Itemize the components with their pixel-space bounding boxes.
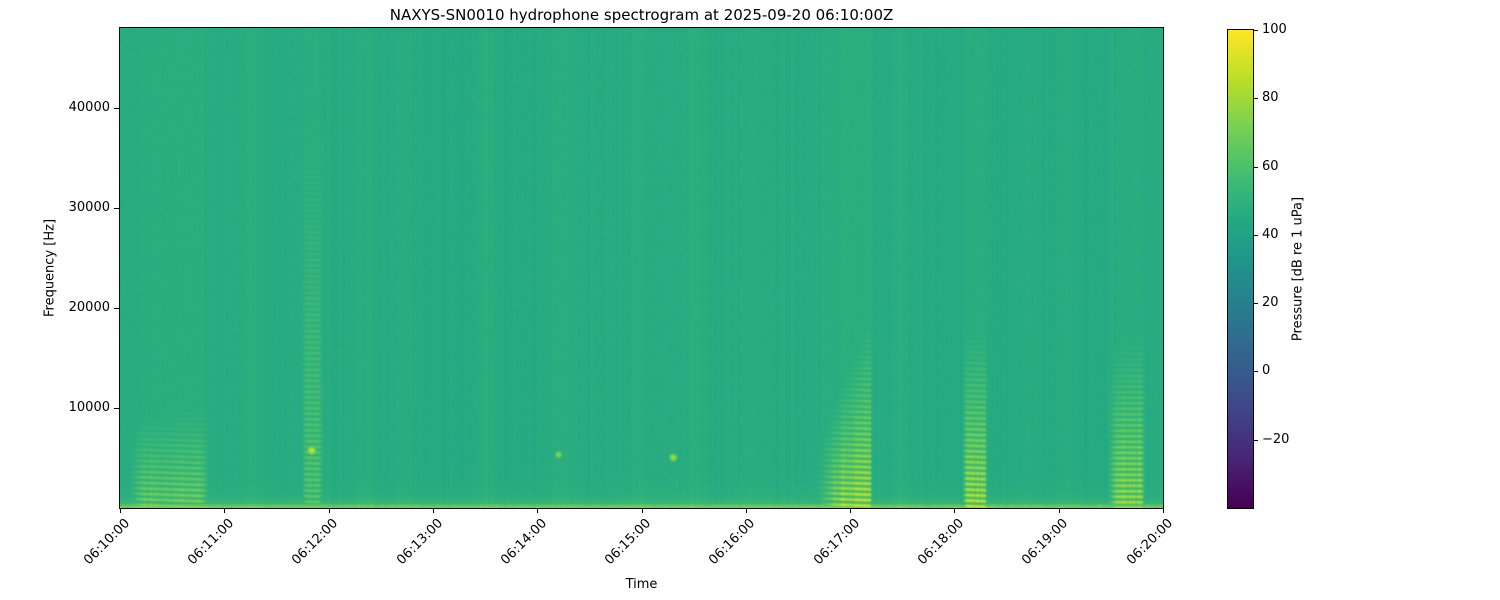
colorbar-tick-mark	[1254, 30, 1258, 31]
colorbar-tick-label: 0	[1262, 363, 1271, 379]
x-tick-label: 06:12:00	[289, 516, 342, 568]
x-tick-mark	[328, 508, 330, 513]
y-tick-label: 10000	[68, 400, 110, 415]
y-tick-mark	[114, 308, 119, 309]
x-tick-mark	[954, 508, 956, 513]
x-tick-mark	[537, 508, 539, 513]
x-tick-label: 06:16:00	[706, 516, 759, 568]
colorbar-tick-mark	[1254, 166, 1258, 168]
colorbar-tick-mark	[1254, 371, 1258, 373]
x-tick-label: 06:14:00	[497, 516, 550, 568]
x-tick-mark	[1163, 508, 1164, 513]
colorbar-tick-label: 40	[1262, 226, 1279, 242]
colorbar-tick-mark	[1254, 303, 1258, 305]
y-tick-mark	[114, 208, 119, 209]
x-tick-mark	[1058, 508, 1060, 513]
x-tick-label: 06:19:00	[1019, 516, 1072, 568]
chart-title: NAXYS-SN0010 hydrophone spectrogram at 2…	[389, 6, 894, 24]
colorbar-canvas	[1228, 30, 1253, 508]
colorbar-tick-label: 60	[1262, 158, 1279, 174]
x-tick-mark	[641, 508, 643, 513]
colorbar-tick-mark	[1254, 439, 1258, 441]
x-tick-label: 06:15:00	[602, 516, 655, 568]
x-axis-label: Time	[625, 577, 658, 592]
colorbar-label: Pressure [dB re 1 uPa]	[1290, 196, 1306, 342]
colorbar	[1227, 29, 1254, 509]
spectrogram-plot	[119, 27, 1164, 509]
x-tick-mark	[120, 508, 121, 513]
x-tick-label: 06:13:00	[393, 516, 446, 568]
colorbar-tick-label: 20	[1262, 295, 1279, 311]
colorbar-tick-mark	[1254, 234, 1258, 236]
y-axis-label: Frequency [Hz]	[42, 218, 58, 318]
y-tick-label: 30000	[68, 200, 110, 215]
colorbar-tick-label: 100	[1262, 22, 1287, 37]
x-tick-label: 06:17:00	[810, 516, 863, 568]
x-tick-mark	[745, 508, 747, 513]
x-tick-label: 06:10:00	[80, 516, 133, 568]
x-tick-label: 06:11:00	[185, 516, 237, 568]
y-tick-label: 40000	[68, 100, 110, 115]
x-tick-mark	[224, 508, 226, 513]
colorbar-tick-mark	[1254, 98, 1258, 100]
colorbar-tick-label: −20	[1262, 431, 1290, 447]
y-tick-label: 20000	[68, 300, 110, 315]
x-tick-mark	[850, 508, 852, 513]
y-tick-mark	[114, 108, 119, 109]
y-tick-mark	[114, 408, 119, 409]
spectrogram-canvas	[120, 28, 1163, 508]
x-tick-label: 06:20:00	[1123, 516, 1176, 568]
x-tick-label: 06:18:00	[915, 516, 968, 568]
colorbar-tick-label: 80	[1262, 90, 1279, 106]
x-tick-mark	[432, 508, 434, 513]
